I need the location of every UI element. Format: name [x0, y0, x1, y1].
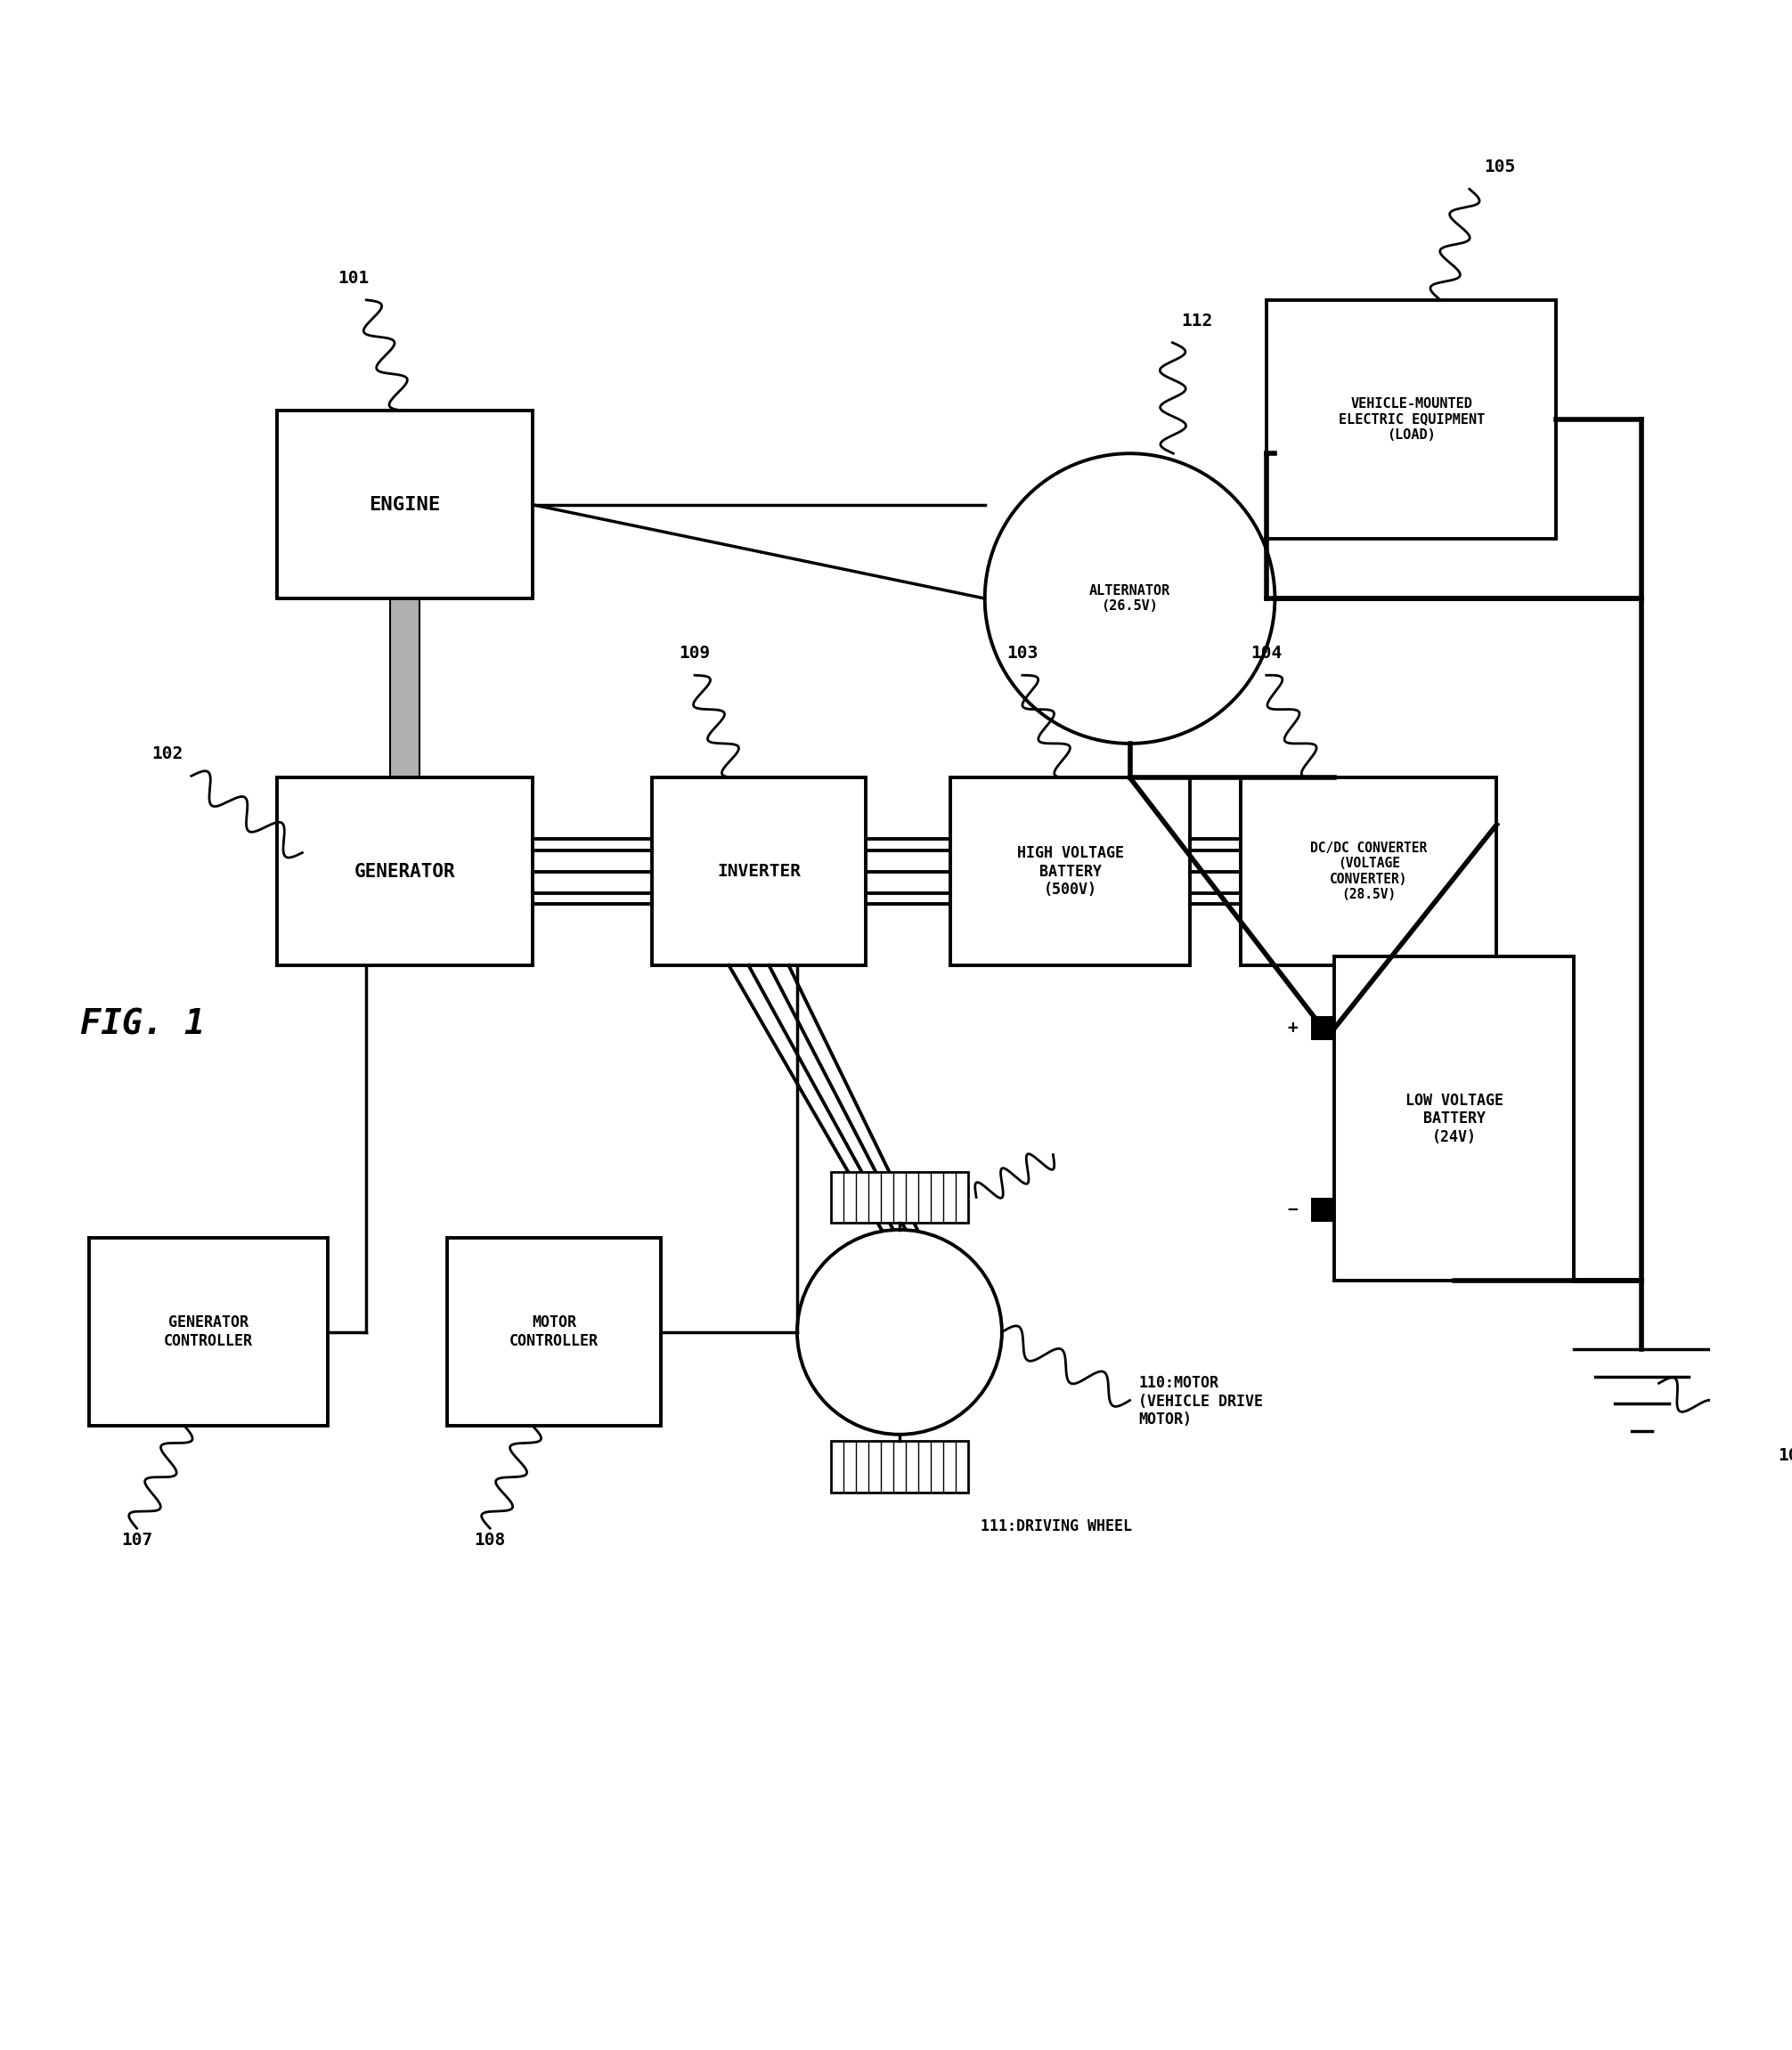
Text: +: + [1287, 1019, 1297, 1037]
Text: ENGINE: ENGINE [369, 496, 441, 515]
Bar [276, 777, 532, 966]
Text: 103: 103 [1007, 646, 1038, 662]
Bar [831, 1173, 968, 1224]
Text: MOTOR
CONTROLLER: MOTOR CONTROLLER [509, 1314, 599, 1349]
Bar [448, 1238, 661, 1427]
Bar [1310, 1017, 1335, 1039]
Bar [1267, 299, 1557, 539]
Text: 110:MOTOR
(VEHICLE DRIVE
MOTOR): 110:MOTOR (VEHICLE DRIVE MOTOR) [1138, 1376, 1263, 1427]
Bar [389, 599, 419, 777]
Bar [952, 777, 1190, 966]
Text: ALTERNATOR
(26.5V): ALTERNATOR (26.5V) [1090, 584, 1170, 613]
Text: 106: 106 [1778, 1447, 1792, 1464]
Text: −: − [1287, 1201, 1297, 1218]
Text: 102: 102 [152, 746, 183, 763]
Text: INVERTER: INVERTER [717, 863, 801, 879]
Bar [652, 777, 866, 966]
Circle shape [797, 1230, 1002, 1435]
Text: 109: 109 [679, 646, 710, 662]
Bar [1240, 777, 1496, 966]
Text: GENERATOR
CONTROLLER: GENERATOR CONTROLLER [163, 1314, 253, 1349]
Text: DC/DC CONVERTER
(VOLTAGE
CONVERTER)
(28.5V): DC/DC CONVERTER (VOLTAGE CONVERTER) (28.… [1310, 843, 1426, 902]
Text: 108: 108 [475, 1531, 505, 1550]
Bar [831, 1441, 968, 1492]
Text: VEHICLE-MOUNTED
ELECTRIC EQUIPMENT
(LOAD): VEHICLE-MOUNTED ELECTRIC EQUIPMENT (LOAD… [1339, 398, 1484, 441]
Text: LOW VOLTAGE
BATTERY
(24V): LOW VOLTAGE BATTERY (24V) [1405, 1093, 1503, 1146]
Text: GENERATOR: GENERATOR [355, 863, 455, 879]
Text: 111:DRIVING WHEEL: 111:DRIVING WHEEL [980, 1519, 1133, 1533]
Text: 101: 101 [339, 269, 369, 287]
Text: 105: 105 [1484, 158, 1516, 176]
Bar [1310, 1197, 1335, 1222]
Bar [276, 410, 532, 599]
Bar [90, 1238, 328, 1427]
Text: FIG. 1: FIG. 1 [81, 1009, 206, 1041]
Text: 107: 107 [122, 1531, 152, 1550]
Circle shape [986, 453, 1274, 744]
Text: HIGH VOLTAGE
BATTERY
(500V): HIGH VOLTAGE BATTERY (500V) [1016, 845, 1124, 898]
Text: 104: 104 [1251, 646, 1281, 662]
Bar [1335, 957, 1573, 1281]
Text: 112: 112 [1181, 312, 1213, 330]
